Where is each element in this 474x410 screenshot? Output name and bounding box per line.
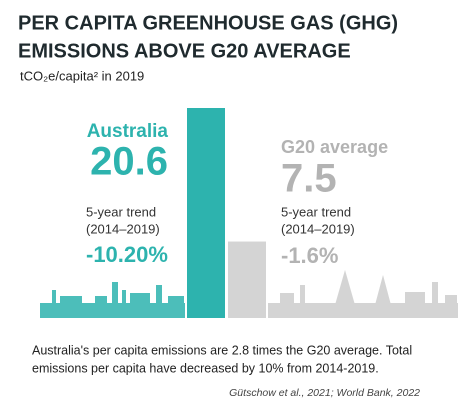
trend-period: (2014–2019) [86, 221, 160, 236]
trend-change: -10.20% [86, 242, 168, 267]
chart-title: EMISSIONS ABOVE G20 AVERAGE [18, 40, 351, 62]
source: Gütschow et al., 2021; World Bank, 2022 [229, 387, 420, 399]
caption: Australia's per capita emissions are 2.8… [32, 343, 412, 357]
caption: emissions per capita have decreased by 1… [32, 361, 379, 375]
industry-left [40, 282, 185, 318]
value-label: 20.6 [90, 140, 168, 184]
value-label: 7.5 [281, 157, 337, 201]
trend-label: 5-year trend [281, 204, 351, 219]
category-label: G20 average [281, 137, 388, 157]
industry-right [268, 270, 458, 318]
subtitle: tCO₂e/capita² in 2019 [20, 68, 144, 83]
bar [228, 241, 266, 318]
category-label: Australia [87, 121, 169, 142]
trend-label: 5-year trend [86, 204, 156, 219]
trend-change: -1.6% [281, 243, 338, 268]
bar [187, 108, 225, 318]
trend-period: (2014–2019) [281, 221, 355, 236]
chart-title: PER CAPITA GREENHOUSE GAS (GHG) [18, 12, 398, 34]
